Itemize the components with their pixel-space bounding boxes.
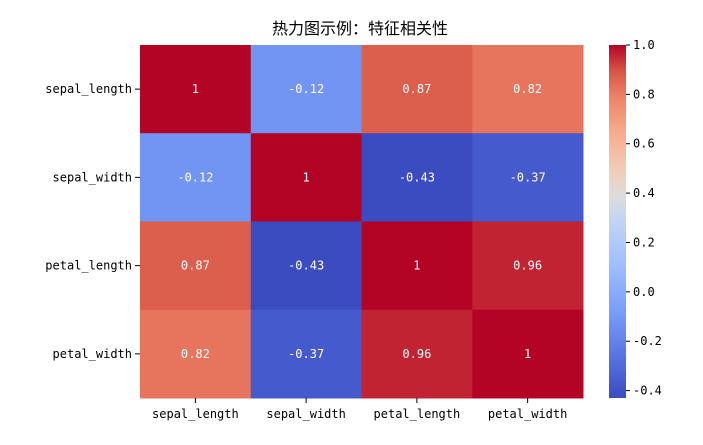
heatmap-cell (361, 45, 473, 134)
cell-annotation: 1 (524, 347, 531, 361)
heatmap-cell (250, 309, 362, 399)
heatmap-cell (472, 309, 584, 399)
heatmap-cell (472, 221, 584, 311)
x-axis: sepal_length sepal_width petal_length petal… (152, 398, 567, 421)
chart-title: 热力图示例：特征相关性 (272, 19, 448, 38)
colorbar-tick-label: -0.2 (633, 334, 662, 348)
y-tick-label: sepal_length (45, 82, 132, 96)
cell-annotation: 1 (192, 82, 199, 96)
cell-annotation: -0.12 (177, 170, 213, 184)
heatmap-cell (361, 133, 473, 222)
colorbar-tick-label: 0.2 (633, 235, 655, 249)
heatmap-cell (361, 309, 473, 399)
cell-annotation: 1 (413, 259, 420, 273)
cell-annotation: 0.87 (402, 82, 431, 96)
cell-annotation: -0.37 (510, 170, 546, 184)
heatmap-cell (361, 221, 473, 311)
x-tick-label: sepal_length (152, 407, 239, 421)
heatmap-cell (250, 45, 362, 134)
heatmap-annotations: 1 -0.12 0.87 0.82 -0.12 1 -0.43 -0.37 0.87 -0.43 1… (177, 82, 545, 361)
x-tick-label: petal_length (374, 407, 461, 421)
colorbar-tick-label: 0.8 (633, 87, 655, 101)
colorbar-tick-label: 1.0 (633, 38, 655, 52)
cell-annotation: 0.82 (513, 82, 542, 96)
y-axis: sepal_length sepal_width petal_lengthpetal… (45, 82, 140, 361)
cell-annotation: -0.37 (288, 347, 324, 361)
cell-annotation: 1 (303, 170, 310, 184)
cell-annotation: -0.43 (399, 170, 435, 184)
cell-annotation: 0.96 (513, 259, 542, 273)
heatmap-cell (250, 133, 362, 222)
colorbar-tick-label: 0.4 (633, 186, 655, 200)
heatmap-cell (140, 309, 252, 399)
heatmap-cell (472, 133, 584, 222)
heatmap-cells (140, 45, 584, 399)
y-tick-label: petal_length (45, 259, 132, 273)
x-tick-label: sepal_width (266, 407, 345, 421)
cell-annotation: -0.43 (288, 259, 324, 273)
colorbar: 1.0 0.8 0.6 0.4 0.2 0.0 -0.2 -0.4 (609, 38, 662, 398)
cell-annotation: -0.12 (288, 82, 324, 96)
y-tick-label: sepal_width (53, 170, 132, 184)
heatmap-cell (472, 45, 584, 134)
colorbar-tick-label: 0.6 (633, 137, 655, 151)
y-tick-label: petal_width (53, 347, 132, 361)
heatmap-cell (250, 221, 362, 311)
heatmap-cell (140, 221, 252, 311)
x-tick-label: petal_width (488, 407, 567, 421)
colorbar-gradient (609, 45, 626, 398)
heatmap-cell (140, 45, 252, 134)
colorbar-tick-label: -0.4 (633, 384, 662, 398)
heatmap-cell (140, 133, 252, 222)
cell-annotation: 0.96 (402, 347, 431, 361)
colorbar-tick-label: 0.0 (633, 285, 655, 299)
cell-annotation: 0.82 (181, 347, 210, 361)
cell-annotation: 0.87 (181, 259, 210, 273)
